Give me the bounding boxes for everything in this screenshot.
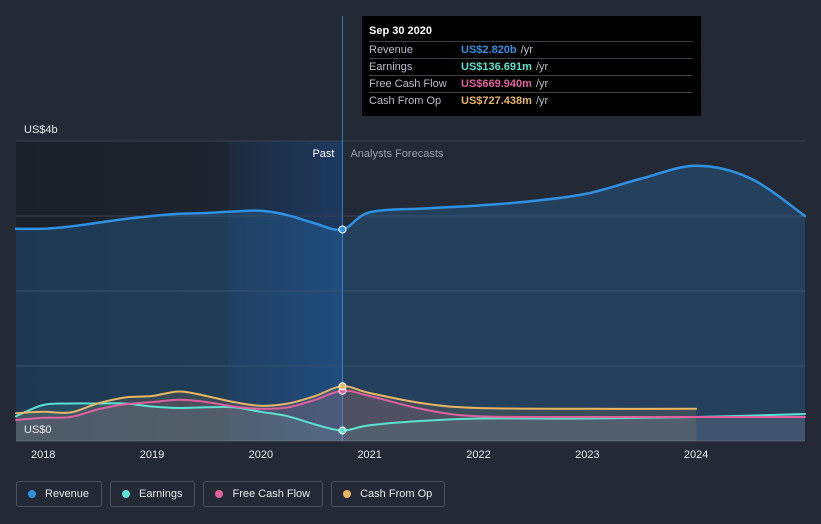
chart: US$4b US$0 2018 2019 2020 2021 2022 2023 2024 Pas…	[14, 16, 807, 461]
legend-label: Free Cash Flow	[232, 488, 311, 500]
line-revenue	[14, 164, 807, 232]
tooltip: Sep 30 2020 Revenue US$2.820b /yr Earnin…	[362, 16, 701, 116]
x-tick-label: 2019	[140, 449, 164, 461]
tooltip-label: Free Cash Flow	[369, 78, 447, 90]
legend-dot-icon	[215, 490, 224, 498]
tooltip-label: Earnings	[369, 61, 413, 73]
legend-label: Earnings	[139, 488, 183, 500]
legend-label: Cash From Op	[360, 488, 433, 500]
legend: Revenue Earnings Free Cash Flow Cash Fro…	[16, 481, 446, 507]
tooltip-unit: /yr	[520, 44, 533, 56]
marker-earnings	[338, 426, 347, 435]
legend-label: Revenue	[45, 488, 90, 500]
tooltip-unit: /yr	[535, 95, 549, 107]
tooltip-row-free-cash-flow: Free Cash Flow US$669.940m /yr	[369, 75, 693, 92]
legend-item-cash-from-op[interactable]: Cash From Op	[331, 481, 446, 507]
x-tick-label: 2021	[357, 449, 381, 461]
tooltip-unit: /yr	[535, 61, 549, 73]
x-tick-label: 2023	[575, 449, 599, 461]
legend-item-revenue[interactable]: Revenue	[16, 481, 103, 507]
tooltip-unit: /yr	[535, 78, 549, 90]
tooltip-value: US$669.940m	[461, 78, 532, 90]
tooltip-label: Revenue	[369, 44, 414, 56]
tooltip-row-earnings: Earnings US$136.691m /yr	[369, 58, 693, 75]
forecast-label: Analysts Forecasts	[350, 148, 443, 160]
area-revenue	[16, 165, 805, 442]
x-tick-label: 2020	[249, 449, 273, 461]
tooltip-date: Sep 30 2020	[369, 25, 432, 37]
line-cfo	[15, 385, 698, 415]
y-tick-label: US$0	[24, 424, 52, 436]
line-fcf	[15, 389, 806, 421]
past-label: Past	[312, 148, 334, 160]
tooltip-label: Cash From Op	[369, 95, 442, 107]
x-tick-label: 2018	[31, 449, 55, 461]
x-tick-label: 2024	[684, 449, 708, 461]
y-tick-label: US$4b	[24, 124, 58, 136]
legend-dot-icon	[28, 490, 36, 498]
legend-dot-icon	[343, 490, 352, 498]
legend-item-free-cash-flow[interactable]: Free Cash Flow	[203, 481, 324, 507]
legend-dot-icon	[122, 490, 131, 498]
legend-item-earnings[interactable]: Earnings	[110, 481, 196, 507]
tooltip-value: US$136.691m	[461, 61, 532, 73]
tooltip-value: US$2.820b	[461, 44, 517, 56]
marker-cfo	[338, 382, 347, 391]
tooltip-value: US$727.438m	[461, 95, 532, 107]
marker-revenue	[338, 225, 347, 234]
x-tick-label: 2022	[466, 449, 490, 461]
tooltip-row-cash-from-op: Cash From Op US$727.438m /yr	[369, 92, 693, 109]
tooltip-row-revenue: Revenue US$2.820b /yr	[369, 41, 693, 58]
